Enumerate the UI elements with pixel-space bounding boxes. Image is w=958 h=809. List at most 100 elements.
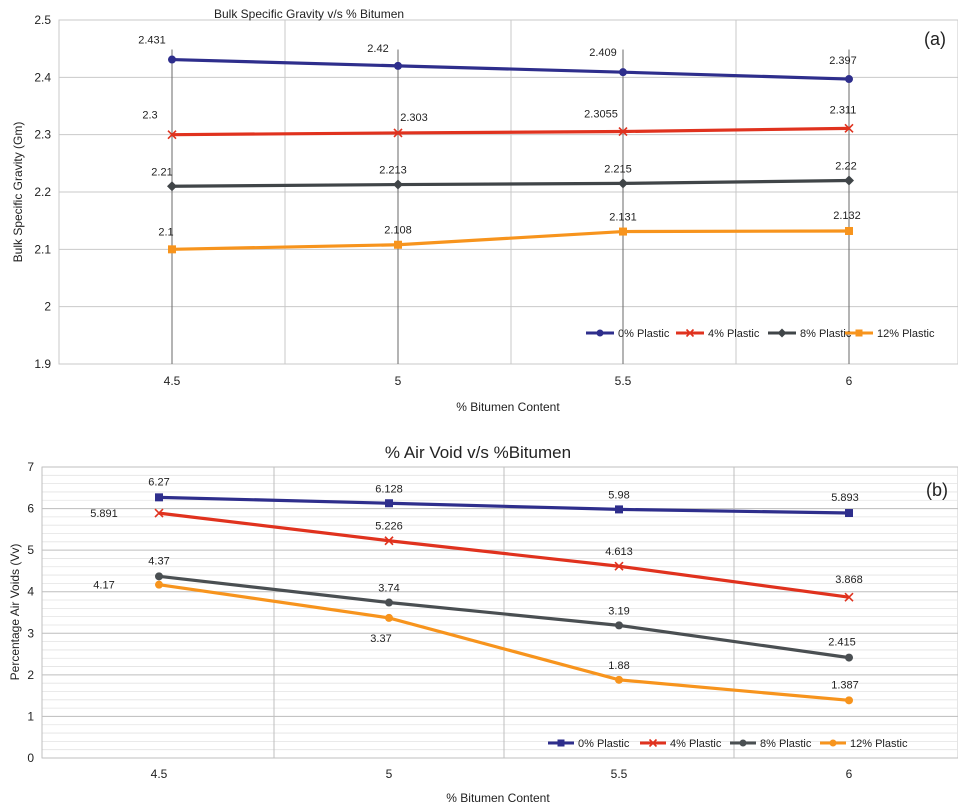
y-tick-label: 6 xyxy=(27,502,34,516)
legend-marker xyxy=(829,739,837,747)
y-tick-label: 0 xyxy=(27,751,34,765)
x-axis-title: % Bitumen Content xyxy=(446,791,550,805)
data-point-3-1 xyxy=(394,240,402,249)
data-label: 2.397 xyxy=(829,55,857,67)
legend-label: 0% Plastic xyxy=(618,328,670,340)
series-line-1 xyxy=(171,126,850,137)
y-tick-label: 5 xyxy=(27,543,34,557)
data-point-1-3 xyxy=(844,592,854,602)
y-tick-label: 2 xyxy=(27,668,34,682)
data-label: 1.387 xyxy=(831,679,859,691)
data-label: 2.409 xyxy=(589,47,617,59)
x-tick-label: 5.5 xyxy=(615,374,632,388)
data-point-0-1 xyxy=(385,499,393,508)
data-label: 6.128 xyxy=(375,483,403,495)
series-line-0 xyxy=(158,495,850,515)
y-tick-label: 4 xyxy=(27,585,34,599)
panel-label: (b) xyxy=(926,480,948,500)
data-point-3-3 xyxy=(845,226,853,235)
legend-marker xyxy=(557,739,565,747)
data-label: 6.27 xyxy=(148,476,169,488)
data-point-2-3 xyxy=(844,175,854,186)
data-label: 2.215 xyxy=(604,163,632,175)
legend-label: 4% Plastic xyxy=(670,738,722,750)
data-label: 2.415 xyxy=(828,637,856,649)
data-point-1-1 xyxy=(393,128,403,138)
x-tick-label: 4.5 xyxy=(151,767,168,781)
data-label: 4.37 xyxy=(148,555,169,567)
x-axis-title: % Bitumen Content xyxy=(456,400,560,414)
legend-marker xyxy=(648,738,658,748)
data-point-3-1 xyxy=(385,613,393,622)
y-tick-label: 2.4 xyxy=(34,70,51,84)
data-label: 2.42 xyxy=(367,43,388,55)
data-label: 4.17 xyxy=(93,580,114,592)
data-point-0-3 xyxy=(845,75,853,84)
x-tick-label: 5 xyxy=(386,767,393,781)
data-point-2-0 xyxy=(155,572,163,581)
data-label: 2.131 xyxy=(609,212,637,224)
y-tick-label: 1.9 xyxy=(34,357,51,371)
data-label: 2.108 xyxy=(384,225,412,237)
data-point-0-3 xyxy=(845,509,853,518)
data-label: 2.132 xyxy=(833,210,861,222)
data-point-2-3 xyxy=(845,653,853,662)
legend-label: 0% Plastic xyxy=(578,738,630,750)
data-point-1-0 xyxy=(167,130,177,140)
legend-marker xyxy=(685,328,695,338)
panel-label: (a) xyxy=(924,29,946,49)
series-line-2 xyxy=(158,574,850,660)
chart-title: Bulk Specific Gravity v/s % Bitumen xyxy=(214,7,404,21)
y-tick-label: 2.2 xyxy=(34,185,51,199)
data-label: 3.868 xyxy=(835,574,863,586)
data-label: 2.3 xyxy=(142,110,157,122)
y-tick-label: 1 xyxy=(27,709,34,723)
legend-label: 4% Plastic xyxy=(708,328,760,340)
legend-marker xyxy=(777,328,787,338)
data-point-2-2 xyxy=(618,178,628,189)
x-tick-label: 6 xyxy=(846,767,853,781)
data-label: 4.613 xyxy=(605,546,633,558)
x-tick-label: 4.5 xyxy=(164,374,181,388)
data-label: 1.88 xyxy=(608,660,629,672)
series-line-0 xyxy=(171,57,850,81)
data-point-2-1 xyxy=(393,179,403,190)
data-point-3-0 xyxy=(168,245,176,254)
data-point-0-0 xyxy=(168,55,176,64)
data-point-1-1 xyxy=(384,536,394,546)
chart-bulk-specific-gravity: 1.9 2 2.1 2.2 2.3 2.4 2.5 4.5 5 5.5 6 % Bitumen Con… xyxy=(11,7,958,414)
data-point-3-2 xyxy=(619,227,627,236)
y-axis-title: Percentage Air Voids (Vv) xyxy=(8,544,22,681)
data-point-2-1 xyxy=(385,598,393,607)
data-point-0-2 xyxy=(615,505,623,514)
legend-label: 8% Plastic xyxy=(800,328,852,340)
data-label: 3.37 xyxy=(370,633,391,645)
data-label: 2.431 xyxy=(138,35,166,47)
data-point-1-2 xyxy=(618,126,628,137)
data-label: 2.303 xyxy=(400,112,428,124)
legend-marker xyxy=(855,329,863,337)
data-point-0-0 xyxy=(155,493,163,502)
x-tick-label: 5 xyxy=(395,374,402,388)
data-label: 5.893 xyxy=(831,492,859,504)
x-tick-label: 6 xyxy=(846,374,853,388)
data-point-2-2 xyxy=(615,621,623,630)
series-line-1 xyxy=(158,511,850,599)
series-line-2 xyxy=(171,178,850,188)
y-axis-title: Bulk Specific Gravity (Gm) xyxy=(11,122,25,263)
data-label: 5.98 xyxy=(608,489,629,501)
data-label: 5.226 xyxy=(375,521,403,533)
data-label: 5.891 xyxy=(90,508,118,520)
data-label: 3.19 xyxy=(608,605,629,617)
data-point-3-2 xyxy=(615,675,623,684)
data-point-2-0 xyxy=(167,181,177,192)
y-tick-label: 2 xyxy=(44,300,51,314)
legend-marker xyxy=(739,739,747,747)
y-tick-label: 2.5 xyxy=(34,13,51,27)
legend-marker xyxy=(596,329,604,337)
legend-label: 12% Plastic xyxy=(850,738,908,750)
data-label: 2.3055 xyxy=(584,109,618,121)
data-label: 2.21 xyxy=(151,166,172,178)
y-tick-label: 2.3 xyxy=(34,128,51,142)
